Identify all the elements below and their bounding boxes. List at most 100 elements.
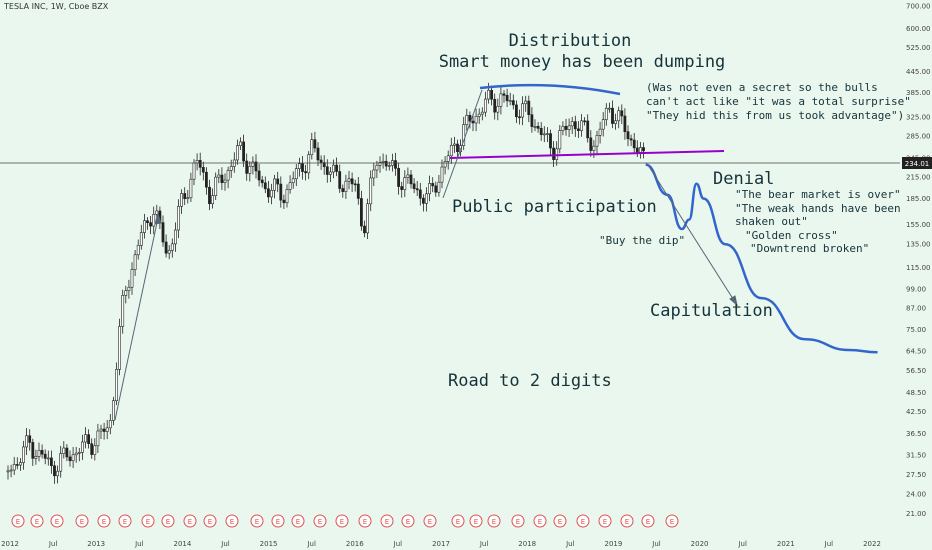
y-tick-label: 445.00 — [906, 68, 931, 76]
y-tick-label: 385.00 — [906, 89, 931, 97]
earnings-marker: E — [553, 514, 567, 528]
label-not-secret-1: (Was not even a secret so the bulls — [646, 81, 878, 94]
x-tick-label: 2017 — [432, 540, 450, 548]
candle-body — [350, 178, 354, 185]
candle-body — [474, 116, 478, 124]
candle-body — [638, 147, 642, 153]
svg-text:E: E — [581, 518, 585, 526]
x-tick-label: 2022 — [863, 540, 881, 548]
candle-body — [462, 124, 466, 146]
earnings-marker: E — [533, 514, 547, 528]
candle-body — [307, 154, 311, 174]
candle-body — [580, 120, 583, 131]
candle-body — [56, 470, 60, 477]
candle-body — [524, 100, 528, 105]
y-tick-label: 48.50 — [906, 389, 926, 397]
x-tick-label: 2013 — [87, 540, 105, 548]
svg-text:E: E — [318, 518, 322, 526]
arrow-capitulation-head — [729, 295, 738, 307]
label-buy-dip: "Buy the dip" — [599, 234, 686, 247]
label-golden-cross: "Golden cross" — [745, 229, 838, 242]
candle-body — [248, 166, 252, 174]
candle-body — [549, 133, 552, 149]
x-tick-label: Jul — [565, 540, 575, 548]
candle-body — [394, 160, 397, 169]
candle-body — [198, 160, 202, 168]
candle-body — [239, 141, 242, 146]
svg-text:E: E — [385, 518, 389, 526]
candle-body — [161, 222, 165, 243]
candle-body — [561, 125, 565, 131]
svg-text:E: E — [474, 518, 478, 526]
candle-body — [260, 179, 264, 184]
x-tick-label: 2015 — [260, 540, 278, 548]
candle-body — [415, 188, 419, 191]
x-tick-label: Jul — [737, 540, 747, 548]
candle-body — [366, 203, 370, 234]
candle-body — [313, 139, 317, 149]
candle-body — [539, 128, 543, 135]
y-tick-label: 185.00 — [906, 195, 931, 203]
last-price-text: 234.01 — [905, 160, 930, 168]
earnings-marker: E — [380, 514, 394, 528]
candle-body — [164, 241, 168, 254]
candle-body — [282, 199, 286, 204]
candle-body — [487, 89, 490, 100]
candle-body — [431, 183, 435, 187]
candle-body — [112, 400, 115, 421]
candle-body — [192, 162, 196, 180]
candle-body — [483, 98, 487, 113]
candle-body — [347, 178, 351, 182]
earnings-marker: E — [30, 514, 44, 528]
candle-body — [406, 174, 410, 178]
candle-body — [434, 185, 438, 193]
candle-body — [502, 93, 506, 96]
candle-body — [310, 139, 314, 156]
label-downtrend: "Downtrend broken" — [750, 242, 870, 255]
label-bear-over: "The bear market is over" — [735, 188, 901, 201]
earnings-marker: E — [183, 514, 197, 528]
candle-body — [139, 232, 143, 246]
svg-text:E: E — [255, 518, 259, 526]
candle-body — [43, 453, 47, 459]
candle-body — [236, 145, 239, 161]
label-not-secret-3: "They hid this from us took advantage") — [646, 109, 905, 122]
candle-body — [573, 121, 577, 130]
candle-body — [322, 162, 326, 168]
candle-body — [428, 183, 432, 195]
candle-body — [189, 178, 193, 199]
candle-body — [229, 166, 233, 171]
earnings-marker: E — [335, 514, 349, 528]
x-tick-label: Jul — [479, 540, 489, 548]
candle-body — [93, 445, 97, 455]
candle-body — [62, 447, 66, 454]
candle-body — [118, 326, 122, 370]
svg-text:E: E — [188, 518, 192, 526]
x-tick-label: Jul — [393, 540, 403, 548]
candle-body — [136, 245, 140, 256]
earnings-marker: E — [511, 514, 525, 528]
y-axis: 700.00 600.00 525.00 445.00 385.00 325.00 285.… — [906, 3, 931, 518]
candle-body — [381, 160, 385, 163]
candle-body — [71, 454, 75, 462]
y-tick-label: 285.00 — [906, 133, 931, 141]
candle-body — [316, 147, 320, 161]
earnings-marker: E — [141, 514, 155, 528]
candle-body — [375, 165, 379, 171]
candle-body — [214, 176, 218, 196]
candle-body — [25, 435, 29, 448]
candle-body — [257, 170, 261, 181]
x-tick-label: 2016 — [346, 540, 364, 548]
candle-body — [242, 141, 246, 162]
x-tick-label: 2021 — [777, 540, 795, 548]
candle-body — [617, 110, 621, 122]
svg-text:E: E — [558, 518, 562, 526]
candle-body — [421, 197, 425, 204]
x-axis: 2012 Jul 2013 Jul 2014 Jul 2015 Jul 2016 Jul 2017 J… — [1, 540, 881, 548]
candle-body — [443, 161, 447, 168]
svg-text:E: E — [363, 518, 367, 526]
candle-body — [96, 430, 100, 447]
svg-text:E: E — [340, 518, 344, 526]
candle-body — [626, 131, 630, 140]
svg-text:E: E — [146, 518, 150, 526]
